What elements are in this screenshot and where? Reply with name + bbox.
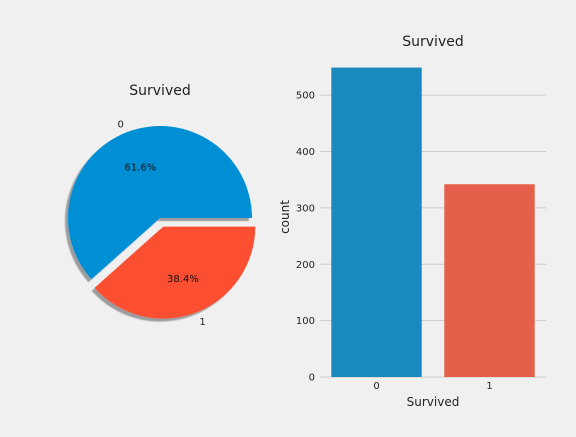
bar-1 [444,184,535,377]
pie-slice-0 [68,126,253,280]
y-tick-label: 100 [296,316,315,327]
bar-x-axis-label: Survived [407,395,460,409]
pie-labels: 0 61.6% 1 38.4% [118,119,206,328]
y-tick-label: 300 [296,203,315,214]
y-tick-label: 0 [309,373,315,384]
pie-chart: Survived 0 61.6% 1 38.4% [68,83,256,328]
pie-label-0: 0 [118,119,124,130]
bar-y-axis-label: count [278,200,292,234]
pie-percent-label-0: 61.6% [124,162,156,173]
pie-slices [68,126,256,319]
pie-title: Survived [129,83,190,99]
x-tick-label: 0 [373,381,379,392]
y-tick-label: 400 [296,147,315,158]
bar-y-ticks: 0 100 200 300 400 500 [296,91,315,384]
pie-slice-1 [94,226,256,319]
bar-0 [331,67,422,378]
y-tick-label: 200 [296,260,315,271]
pie-percent-label-1: 38.4% [167,274,199,285]
x-tick-label: 1 [486,381,492,392]
bar-bars [331,67,535,378]
bar-title: Survived [402,34,463,50]
y-tick-label: 500 [296,91,315,102]
pie-label-1: 1 [199,317,205,328]
